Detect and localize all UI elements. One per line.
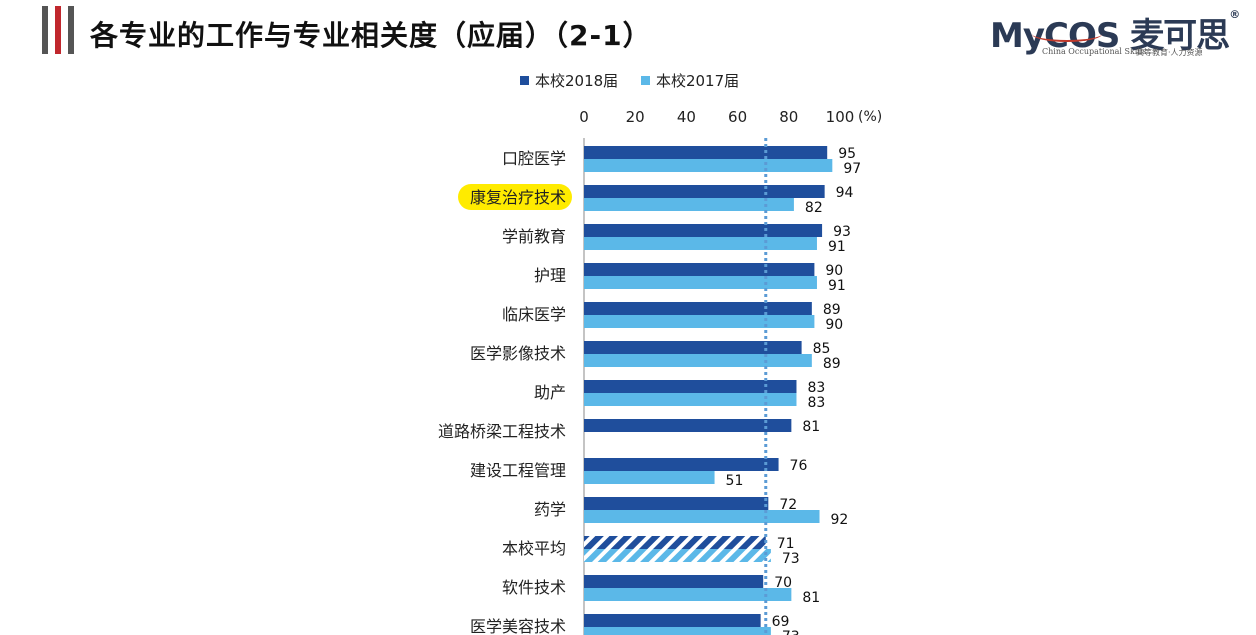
bar-2017 bbox=[584, 471, 715, 484]
data-label-2017: 91 bbox=[828, 278, 846, 294]
logo-tagline-en: China Occupational Skills bbox=[1042, 47, 1147, 56]
bar-2018 bbox=[584, 185, 825, 198]
legend-label-2018: 本校2018届 bbox=[535, 72, 619, 90]
data-label-2017: 97 bbox=[843, 161, 861, 177]
data-label-2017: 91 bbox=[828, 239, 846, 255]
bar-2018 bbox=[584, 497, 769, 510]
x-tick-label: 0 bbox=[579, 108, 589, 126]
bar-2017 bbox=[584, 159, 833, 172]
data-label-2018: 69 bbox=[772, 614, 790, 630]
category-label: 建设工程管理 bbox=[470, 461, 566, 480]
data-label-2018: 81 bbox=[802, 419, 820, 435]
x-tick-label: 60 bbox=[728, 108, 747, 126]
category-label: 康复治疗技术 bbox=[470, 188, 566, 207]
data-label-2018: 83 bbox=[807, 380, 825, 396]
category-label: 护理 bbox=[534, 266, 566, 285]
title-deco-bar-1 bbox=[42, 6, 48, 54]
title-deco-bar-3 bbox=[68, 6, 74, 54]
bar-2018 bbox=[584, 458, 779, 471]
bar-2018 bbox=[584, 263, 815, 276]
x-tick-label: 40 bbox=[677, 108, 696, 126]
category-label: 道路桥梁工程技术 bbox=[438, 422, 566, 441]
bar-2017 bbox=[584, 354, 812, 367]
axis-unit-label: (%) bbox=[858, 109, 882, 125]
bar-2018 bbox=[584, 614, 761, 627]
data-label-2017: 73 bbox=[782, 551, 800, 567]
category-label: 助产 bbox=[534, 383, 566, 402]
category-label: 口腔医学 bbox=[502, 149, 566, 168]
data-label-2017: 92 bbox=[831, 512, 849, 528]
legend-label-2017: 本校2017届 bbox=[655, 72, 740, 90]
bar-2017 bbox=[584, 276, 817, 289]
category-label: 医学影像技术 bbox=[470, 344, 566, 363]
bar-2018 bbox=[584, 302, 812, 315]
bar-2017 bbox=[584, 315, 815, 328]
data-label-2017: 51 bbox=[726, 473, 744, 489]
bar-2018 bbox=[584, 224, 823, 237]
bar-2017 bbox=[584, 198, 794, 211]
bar-2017 bbox=[584, 588, 792, 601]
chart-legend: 本校2018届 本校2017届 bbox=[520, 70, 757, 91]
bar-2018 bbox=[584, 341, 802, 354]
logo-cn: 麦可思 bbox=[1130, 16, 1230, 56]
data-label-2017: 81 bbox=[802, 590, 820, 606]
category-label: 药学 bbox=[534, 500, 566, 519]
data-label-2018: 72 bbox=[779, 497, 797, 513]
legend-swatch-2018 bbox=[520, 76, 529, 85]
category-label: 软件技术 bbox=[502, 578, 566, 597]
bar-2017 bbox=[584, 627, 771, 635]
x-tick-label: 100 bbox=[826, 108, 855, 126]
mycos-logo: MyCOS 麦可思® China Occupational Skills 高等教… bbox=[990, 8, 1245, 60]
category-label: 医学美容技术 bbox=[470, 617, 566, 635]
data-label-2017: 90 bbox=[825, 317, 843, 333]
data-label-2017: 73 bbox=[782, 629, 800, 635]
x-tick-label: 20 bbox=[626, 108, 645, 126]
legend-item-2017: 本校2017届 bbox=[640, 70, 740, 91]
data-label-2018: 85 bbox=[813, 341, 831, 357]
data-label-2018: 70 bbox=[774, 575, 792, 591]
bar-2018 bbox=[584, 575, 764, 588]
data-label-2018: 71 bbox=[777, 536, 795, 552]
data-label-2017: 83 bbox=[807, 395, 825, 411]
data-label-2018: 94 bbox=[836, 185, 854, 201]
bar-2017 bbox=[584, 237, 817, 250]
title-deco-bar-2 bbox=[55, 6, 61, 54]
bar-2018 bbox=[584, 146, 828, 159]
data-label-2018: 95 bbox=[838, 146, 856, 162]
data-label-2017: 82 bbox=[805, 200, 823, 216]
data-label-2018: 90 bbox=[825, 263, 843, 279]
bar-2018 bbox=[584, 380, 797, 393]
bar-2017 bbox=[584, 549, 771, 562]
bar-2017 bbox=[584, 393, 797, 406]
bar-2018 bbox=[584, 419, 792, 432]
bar-2018 bbox=[584, 536, 766, 549]
category-label: 临床医学 bbox=[502, 305, 566, 324]
category-label: 学前教育 bbox=[502, 227, 566, 246]
legend-swatch-2017 bbox=[640, 76, 650, 85]
bar-2017 bbox=[584, 510, 820, 523]
data-label-2017: 89 bbox=[823, 356, 841, 372]
data-label-2018: 93 bbox=[833, 224, 851, 240]
logo-swoosh-icon bbox=[1032, 26, 1102, 42]
data-label-2018: 76 bbox=[790, 458, 808, 474]
data-label-2018: 89 bbox=[823, 302, 841, 318]
legend-item-2018: 本校2018届 bbox=[520, 70, 618, 91]
page-title: 各专业的工作与专业相关度（应届）（2-1） bbox=[90, 19, 652, 52]
x-tick-label: 80 bbox=[779, 108, 798, 126]
logo-tagline-cn: 高等教育·人力资源 bbox=[1136, 48, 1203, 57]
category-label: 本校平均 bbox=[502, 539, 566, 558]
highlight-marker bbox=[458, 184, 572, 210]
